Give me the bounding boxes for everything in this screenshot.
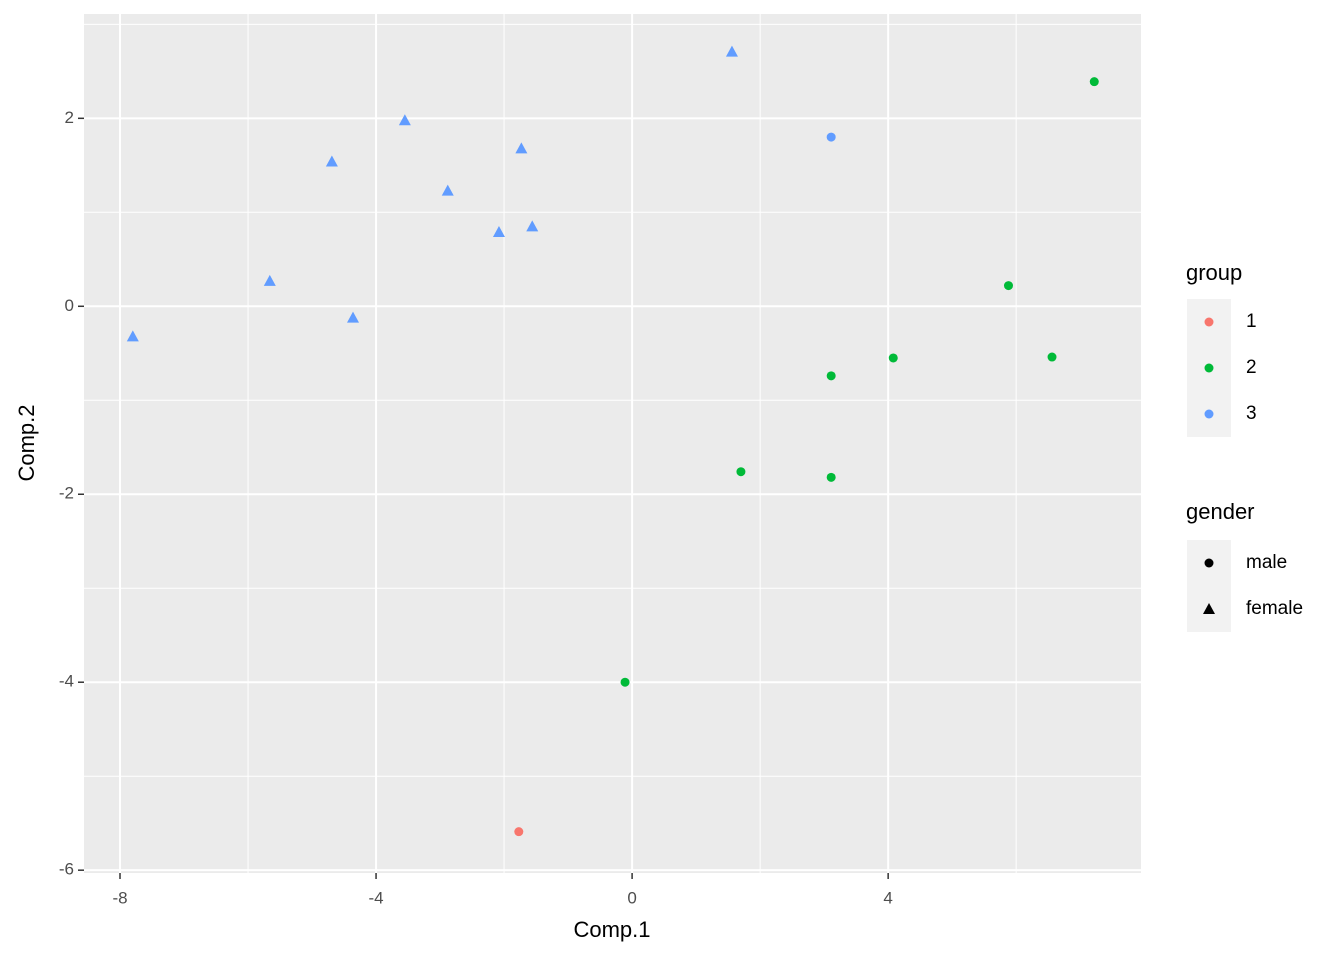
- point: [736, 467, 746, 477]
- legend-key: [1204, 317, 1214, 327]
- point: [347, 311, 360, 323]
- point: [441, 184, 454, 196]
- legend-key: [1204, 409, 1214, 419]
- legend-title: group: [1186, 260, 1242, 285]
- point: [725, 45, 738, 57]
- point: [1089, 77, 1099, 87]
- point: [888, 353, 898, 363]
- point: [826, 371, 836, 381]
- legend-title: gender: [1186, 499, 1255, 524]
- legend-key-bg: [1187, 540, 1231, 632]
- point: [492, 226, 505, 238]
- y-axis-title: Comp.2: [14, 404, 39, 481]
- y-tick-label: -4: [59, 672, 74, 691]
- legend-key: [1204, 558, 1214, 568]
- y-tick-label: -2: [59, 484, 74, 503]
- point: [1047, 352, 1057, 362]
- legend-label: female: [1246, 598, 1303, 619]
- point: [126, 330, 139, 342]
- x-tick-label: -8: [112, 888, 127, 907]
- point: [826, 132, 836, 142]
- legend-label: 3: [1246, 403, 1257, 424]
- y-tick-label: 0: [65, 296, 74, 315]
- x-axis-title: Comp.1: [573, 917, 650, 942]
- x-tick-label: 0: [627, 888, 636, 907]
- point: [526, 220, 539, 232]
- point: [514, 827, 524, 837]
- legend-label: male: [1246, 552, 1287, 573]
- y-tick-label: -6: [59, 860, 74, 879]
- legend-key: [1203, 603, 1215, 614]
- point: [325, 155, 338, 167]
- legend-key: [1204, 363, 1214, 373]
- point: [826, 472, 836, 482]
- point: [515, 142, 528, 154]
- point: [263, 274, 276, 286]
- legend-label: 1: [1246, 311, 1257, 332]
- y-tick-label: 2: [65, 108, 74, 127]
- point: [1003, 281, 1013, 291]
- point: [398, 114, 411, 126]
- x-tick-label: 4: [883, 888, 892, 907]
- legend-label: 2: [1246, 357, 1257, 378]
- x-tick-label: -4: [368, 888, 383, 907]
- panel: [84, 14, 1141, 873]
- point: [620, 677, 630, 687]
